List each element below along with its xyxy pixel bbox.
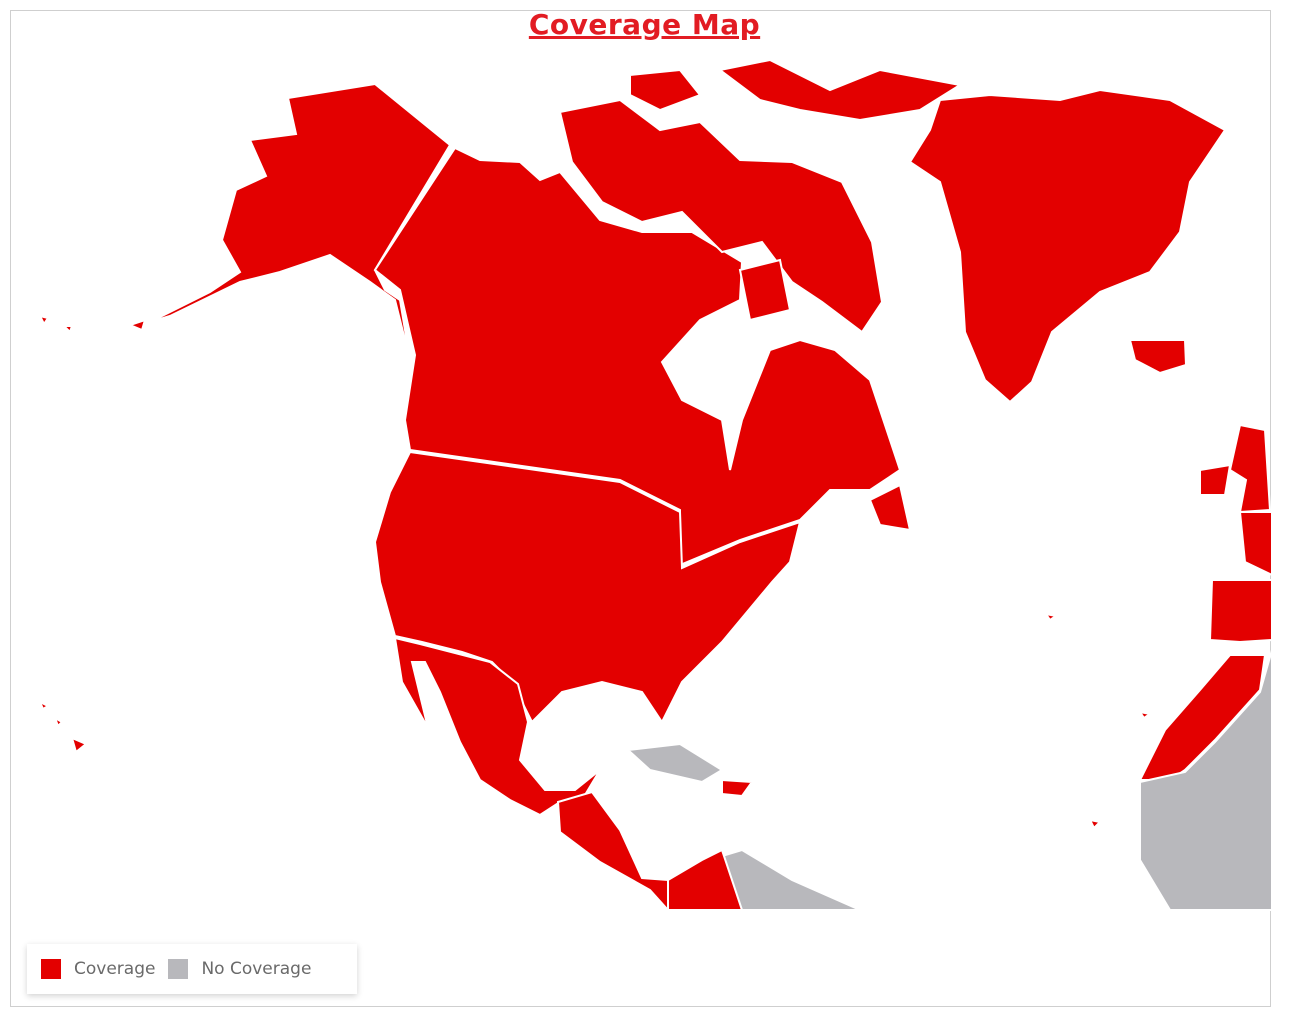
region-hawaii-3[interactable] [38, 699, 51, 711]
region-aleutian-3[interactable] [38, 314, 50, 326]
region-ireland[interactable] [1199, 463, 1232, 496]
region-arctic-3[interactable] [717, 58, 963, 122]
region-alaska[interactable] [149, 82, 452, 361]
page-title: Coverage Map [528, 8, 761, 41]
region-canada[interactable] [373, 146, 902, 567]
region-arctic-1[interactable] [558, 98, 884, 334]
region-azores[interactable] [1043, 612, 1059, 622]
region-canaries[interactable] [1137, 710, 1153, 720]
region-aleutian-2[interactable] [61, 325, 74, 334]
coverage-swatch [41, 959, 61, 979]
region-arctic-4[interactable] [738, 258, 792, 322]
legend-label: Coverage [74, 959, 156, 979]
region-iberia[interactable] [1208, 579, 1273, 644]
legend-item-coverage[interactable]: Coverage [41, 959, 155, 979]
no-coverage-swatch [168, 959, 189, 979]
region-colombia[interactable] [667, 848, 744, 911]
legend-item-no-coverage[interactable]: No Coverage [168, 959, 311, 979]
region-iceland[interactable] [1128, 339, 1188, 375]
region-newfoundland[interactable] [868, 483, 912, 532]
region-aleutian-1[interactable] [127, 318, 147, 332]
region-uk[interactable] [1228, 423, 1272, 514]
region-hawaii-2[interactable] [53, 715, 64, 728]
region-hawaii-1[interactable] [70, 736, 88, 754]
region-arctic-2[interactable] [629, 68, 702, 112]
region-hispaniola[interactable] [721, 778, 754, 798]
region-usa[interactable] [373, 450, 802, 724]
region-france[interactable] [1238, 511, 1273, 577]
legend-label: No Coverage [201, 959, 312, 979]
legend: Coverage No Coverage [27, 944, 357, 994]
region-west-africa[interactable] [1139, 649, 1273, 911]
region-greenland[interactable] [908, 88, 1227, 404]
region-cuba[interactable] [625, 742, 724, 784]
region-cape-verde[interactable] [1088, 818, 1103, 830]
